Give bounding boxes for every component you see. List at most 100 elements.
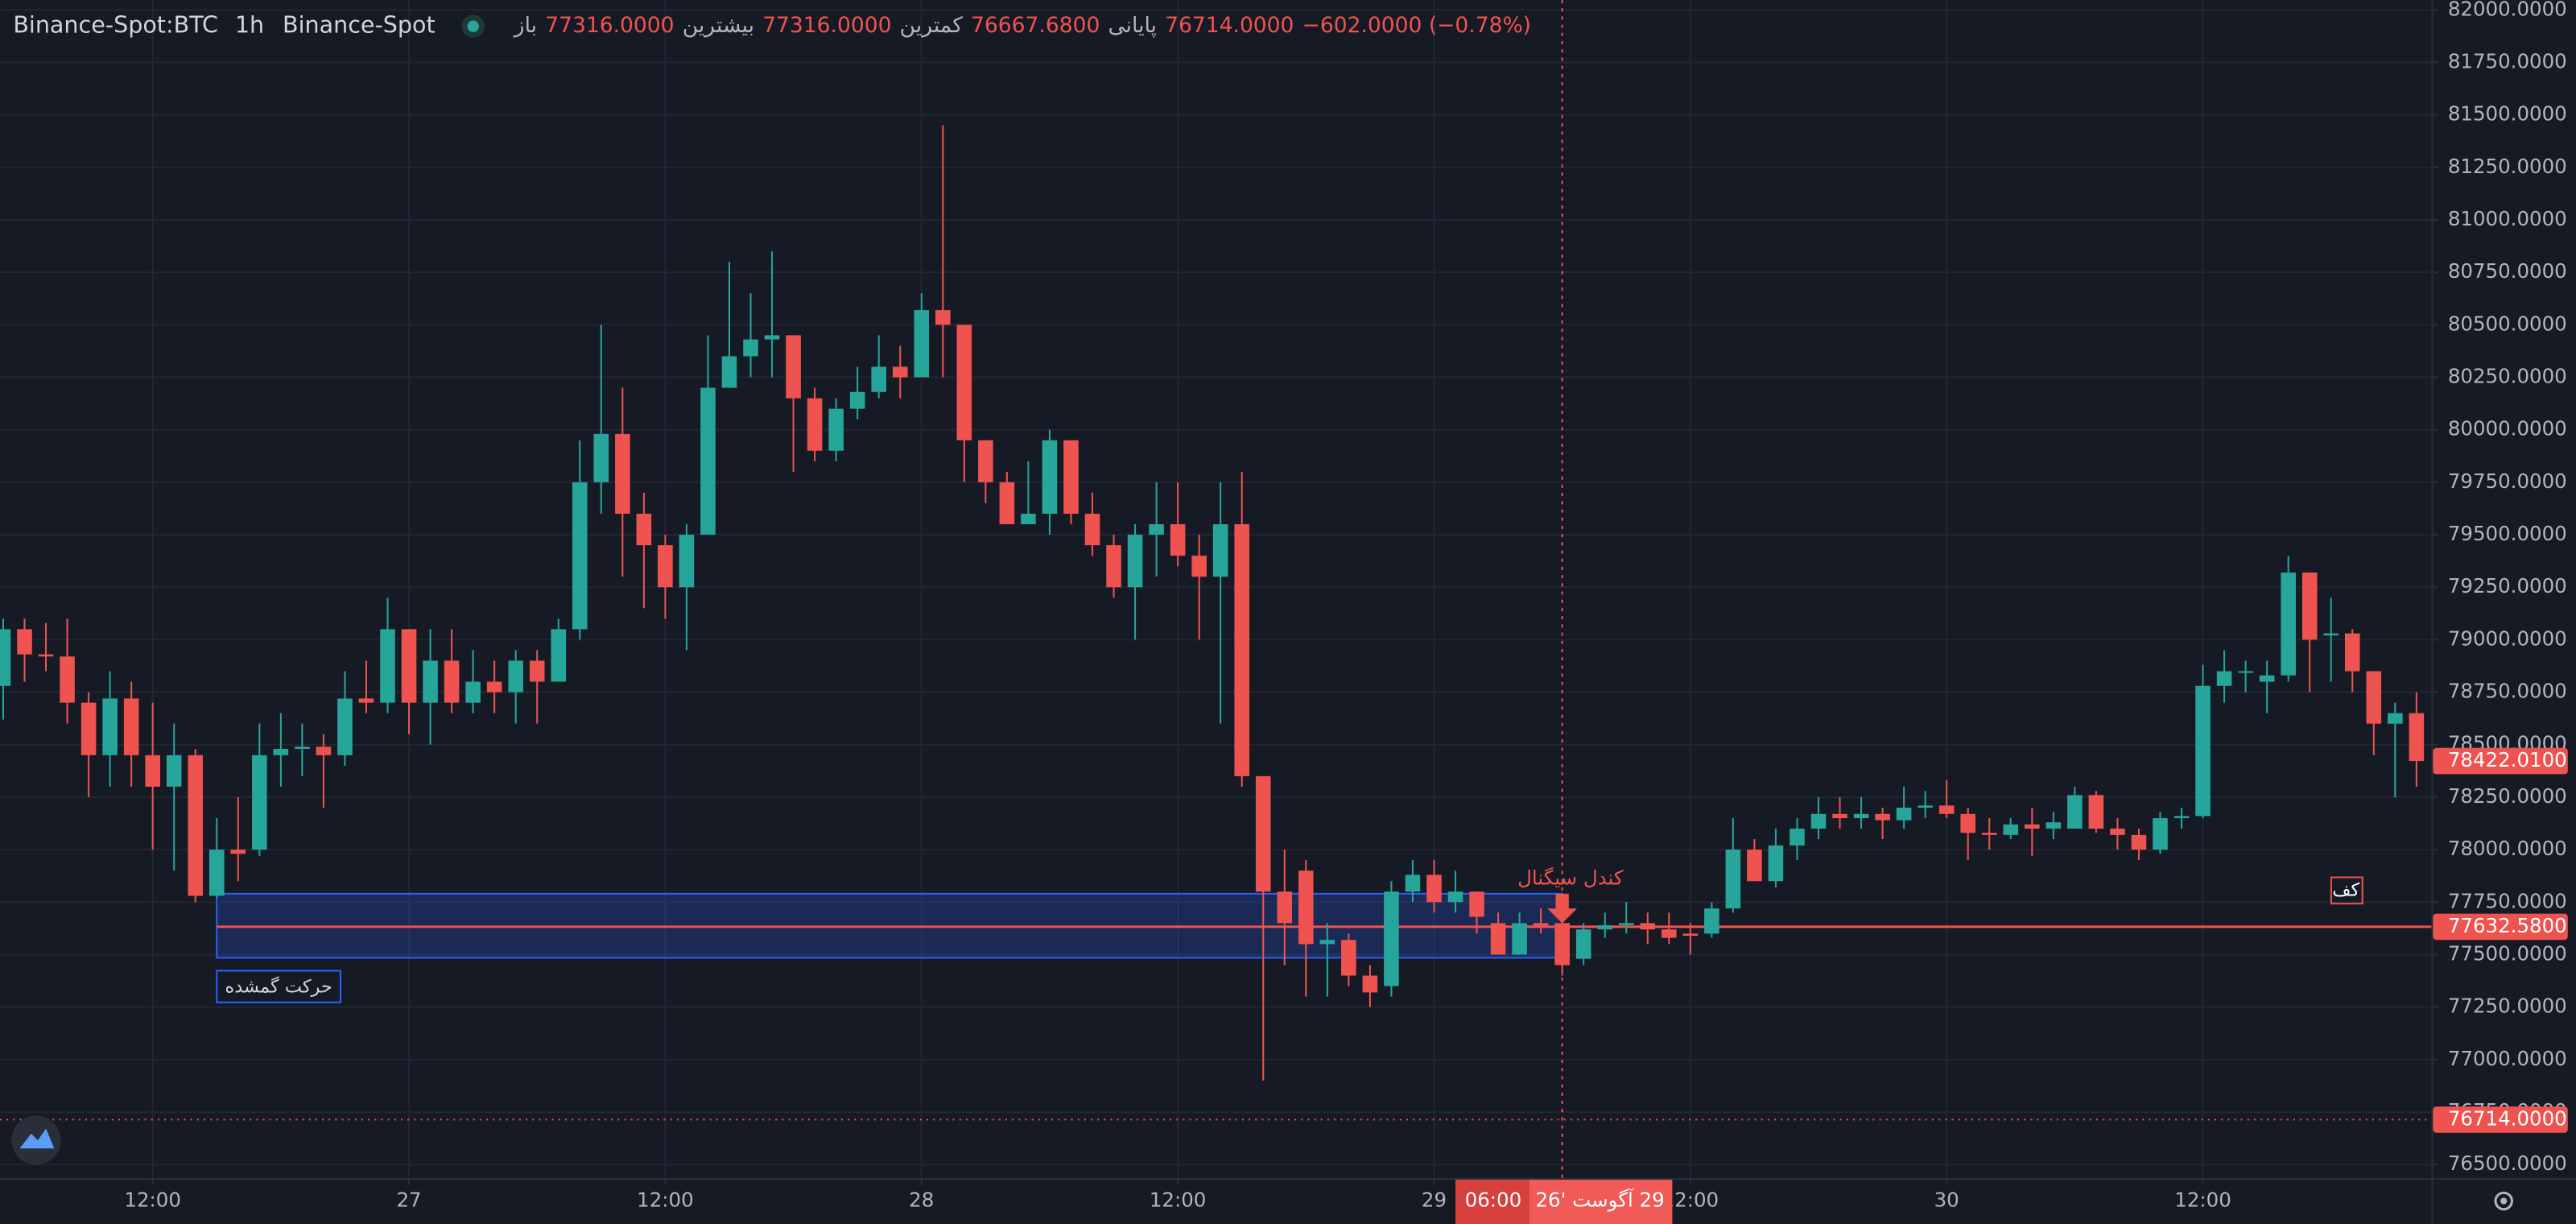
price-label: 78422.0100 xyxy=(2448,748,2567,771)
y-tick-label: 80250.0000 xyxy=(2448,365,2567,388)
y-tick-label: 78750.0000 xyxy=(2448,680,2567,703)
candle-body xyxy=(1618,923,1634,925)
candle-body xyxy=(1063,440,1079,514)
candle-body xyxy=(1853,813,1869,819)
candle-body xyxy=(721,356,737,388)
symbol: Binance-Spot:BTC xyxy=(13,11,218,39)
candle-body xyxy=(2046,822,2062,829)
candle-body xyxy=(2003,824,2019,835)
zone-label: حرکت گمشده xyxy=(225,976,332,998)
settings-icon[interactable] xyxy=(2494,1191,2513,1211)
price-label-box xyxy=(2433,747,2568,775)
candle-body xyxy=(1084,513,1100,546)
y-tick-label: 76500.0000 xyxy=(2448,1152,2567,1175)
candle-body xyxy=(1896,807,1912,821)
logo[interactable] xyxy=(11,1115,61,1165)
candle-body xyxy=(1832,813,1847,819)
price-label-box xyxy=(2433,913,2568,941)
candle-body xyxy=(1981,833,1997,835)
candle-body xyxy=(551,629,567,682)
candle-body xyxy=(593,433,609,482)
candle-body xyxy=(1704,908,1719,934)
y-tick-label: 82000.0000 xyxy=(2448,0,2567,20)
candle-body xyxy=(102,698,118,755)
interval[interactable]: 1h xyxy=(235,11,264,39)
status-dot xyxy=(467,20,479,32)
floor-box xyxy=(2330,876,2363,905)
candle-body xyxy=(1042,440,1058,514)
candle-body xyxy=(60,656,75,703)
legend-label: پایانی xyxy=(1108,13,1157,38)
candle-body xyxy=(1810,813,1827,829)
candle-body xyxy=(80,702,97,755)
y-tick-label: 77750.0000 xyxy=(2448,889,2567,912)
candle-body xyxy=(807,398,823,451)
y-tick-label: 77000.0000 xyxy=(2448,1047,2567,1070)
candle-body xyxy=(295,746,310,749)
candle-body xyxy=(636,513,652,546)
candle-body xyxy=(1234,524,1249,776)
y-tick-label: 81750.0000 xyxy=(2448,49,2567,72)
legend-value: 76667.6800 xyxy=(971,13,1100,38)
candle-body xyxy=(166,755,182,787)
gear-center[interactable] xyxy=(2500,1197,2508,1205)
y-tick-label: 80000.0000 xyxy=(2448,417,2567,440)
legend-value: 77316.0000 xyxy=(762,13,891,38)
candle-body xyxy=(1640,923,1656,930)
zone-label-box xyxy=(216,970,342,1003)
candle-body xyxy=(1191,556,1207,577)
candle-body xyxy=(1255,775,1271,892)
floor-annotation: کف xyxy=(2332,879,2359,900)
candle-body xyxy=(828,408,844,451)
candle-body xyxy=(2216,671,2232,686)
y-tick-label: 80500.0000 xyxy=(2448,312,2567,335)
candle-body xyxy=(230,850,246,854)
candle-body xyxy=(1149,524,1164,536)
candles xyxy=(0,125,2425,1081)
legend-label: باز xyxy=(513,13,537,38)
candle-body xyxy=(1682,933,1699,937)
candle-body xyxy=(2025,824,2040,829)
y-tick-label: 79500.0000 xyxy=(2448,522,2567,545)
candle-body xyxy=(999,482,1015,525)
candle-body xyxy=(2174,816,2190,819)
x-tick-label: 12:00 xyxy=(1150,1188,1207,1211)
legend-value: 77316.0000 xyxy=(545,13,674,38)
candle-body xyxy=(2323,633,2339,636)
candle-body xyxy=(615,433,630,514)
price-label: 76714.0000 xyxy=(2448,1106,2567,1130)
candle-body xyxy=(1533,923,1549,928)
legend-value: 76714.0000 xyxy=(1165,13,1294,38)
x-tick-label: 28 xyxy=(909,1188,934,1211)
candle-body xyxy=(1319,940,1335,945)
candle-body xyxy=(1938,805,1955,814)
candle-body xyxy=(764,335,780,340)
candle-body xyxy=(1768,845,1784,882)
candle-body xyxy=(38,654,54,657)
candle-body xyxy=(508,660,523,693)
candle-body xyxy=(444,660,460,703)
candle-body xyxy=(1170,524,1186,556)
candle-body xyxy=(658,545,673,588)
candle-body xyxy=(2131,834,2147,850)
candle-body xyxy=(2366,671,2382,724)
candle-body xyxy=(1725,850,1741,909)
logo-mark[interactable] xyxy=(19,1128,55,1149)
x-tick-label: 27 xyxy=(396,1188,421,1211)
y-tick-label: 78250.0000 xyxy=(2448,784,2567,808)
gear[interactable] xyxy=(2494,1191,2513,1211)
candle-body xyxy=(380,629,395,703)
candle-body xyxy=(1384,891,1399,986)
candle-body xyxy=(2088,795,2104,829)
candle-body xyxy=(1490,923,1506,955)
candle-body xyxy=(849,391,865,409)
y-tick-label: 79000.0000 xyxy=(2448,626,2567,650)
candle-body xyxy=(316,746,332,755)
candle-body xyxy=(1277,891,1293,924)
candle-body xyxy=(1212,524,1228,577)
price-label-box xyxy=(2433,1106,2568,1133)
candle-body xyxy=(2259,675,2275,682)
candle-body xyxy=(1875,813,1890,821)
